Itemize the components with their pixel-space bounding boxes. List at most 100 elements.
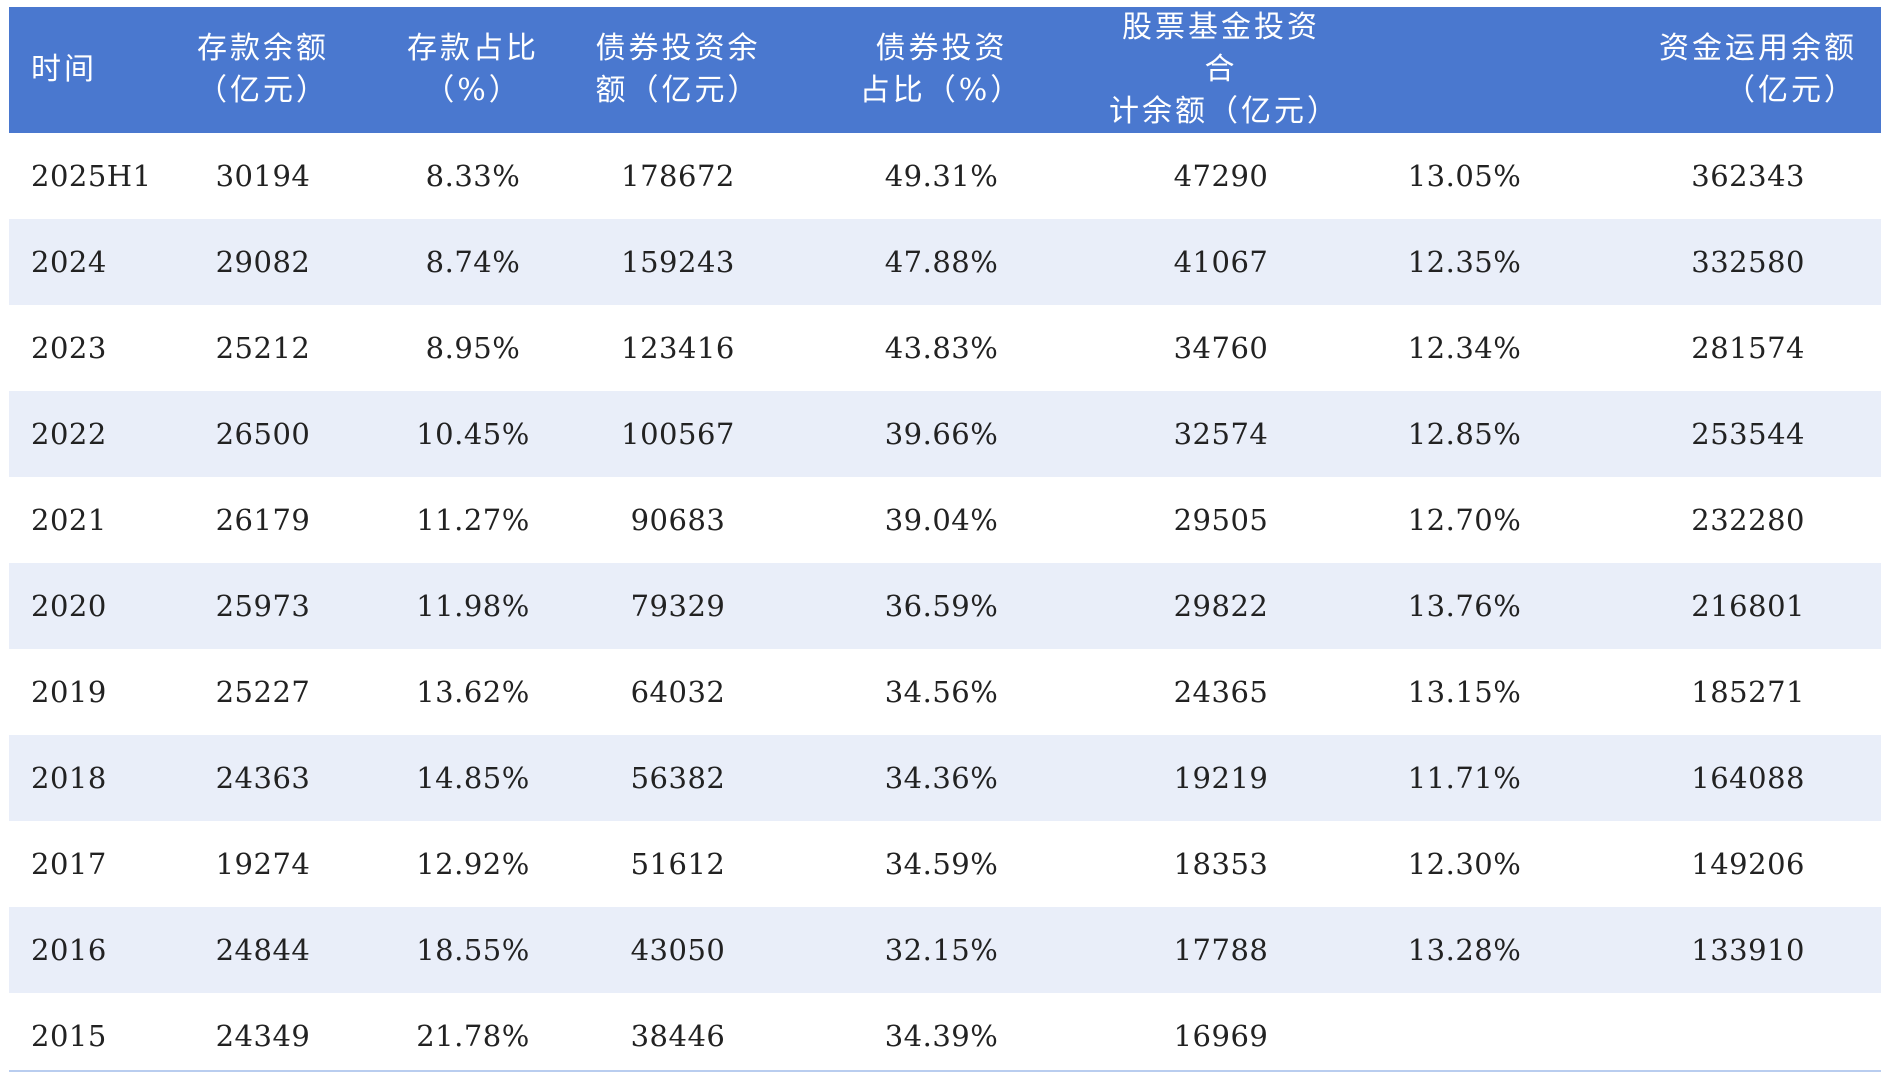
cell-time: 2023 [31,331,107,365]
table-header-row: 时间 存款余额 （亿元） 存款占比 （%） 债券投资余 额（亿元） 债券投资 占… [9,7,1881,133]
cell-bond-ratio: 34.36% [884,761,999,795]
cell-deposit-balance: 24363 [215,761,311,795]
table-row: 2016 24844 18.55% 43050 32.15% 17788 13.28% 133… [9,907,1881,993]
cell-bond-balance: 38446 [630,1019,726,1053]
header-bond-ratio: 债券投资 占比（%） [859,31,1024,108]
cell-bond-balance: 100567 [621,417,735,451]
cell-deposit-ratio: 13.62% [416,675,530,709]
cell-deposit-ratio: 14.85% [416,761,530,795]
cell-bond-ratio: 49.31% [884,159,999,193]
cell-total-fund-use: 332580 [1691,245,1805,279]
cell-time: 2020 [31,589,107,623]
cell-bond-ratio: 34.59% [884,847,999,881]
cell-stock-fund-balance: 24365 [1173,675,1269,709]
cell-stock-fund-ratio: 12.85% [1407,417,1522,451]
cell-stock-fund-balance: 16969 [1173,1019,1269,1053]
table-row: 2017 19274 12.92% 51612 34.59% 18353 12.30% 149… [9,821,1881,907]
header-bond-balance: 债券投资余 额（亿元） [595,31,761,108]
cell-total-fund-use: 149206 [1691,847,1805,881]
cell-stock-fund-balance: 41067 [1173,245,1269,279]
table-row: 2018 24363 14.85% 56382 34.36% 19219 11.71% 164… [9,735,1881,821]
cell-bond-ratio: 34.39% [884,1019,999,1053]
data-table-container: 时间 存款余额 （亿元） 存款占比 （%） 债券投资余 额（亿元） 债券投资 占… [9,7,1881,1079]
cell-deposit-ratio: 12.92% [416,847,530,881]
cell-deposit-ratio: 8.33% [425,159,521,193]
cell-stock-fund-balance: 17788 [1173,933,1269,967]
cell-deposit-balance: 19274 [215,847,311,881]
cell-bond-ratio: 34.56% [884,675,999,709]
cell-deposit-ratio: 18.55% [416,933,530,967]
cell-deposit-balance: 26179 [215,503,311,537]
cell-bond-ratio: 39.04% [884,503,999,537]
cell-time: 2025H1 [31,159,152,193]
table-row: 2020 25973 11.98% 79329 36.59% 29822 13.76% 216… [9,563,1881,649]
cell-stock-fund-ratio: 11.71% [1407,761,1522,795]
cell-deposit-balance: 26500 [215,417,311,451]
table-row: 2015 24349 21.78% 38446 34.39% 16969 [9,993,1881,1079]
header-total-fund-use: 资金运用余额 （亿元） [1659,31,1857,108]
cell-stock-fund-balance: 29505 [1173,503,1269,537]
cell-bond-balance: 159243 [621,245,735,279]
cell-bond-balance: 64032 [630,675,726,709]
cell-stock-fund-ratio: 13.15% [1407,675,1522,709]
cell-stock-fund-balance: 18353 [1173,847,1269,881]
cell-deposit-ratio: 11.98% [416,589,530,623]
cell-bond-ratio: 47.88% [884,245,999,279]
cell-deposit-balance: 30194 [215,159,311,193]
cell-deposit-balance: 25227 [215,675,311,709]
cell-stock-fund-balance: 47290 [1173,159,1269,193]
cell-deposit-balance: 24349 [215,1019,311,1053]
cell-bond-balance: 56382 [630,761,726,795]
cell-total-fund-use: 164088 [1691,761,1805,795]
cell-stock-fund-balance: 19219 [1173,761,1269,795]
cell-time: 2021 [31,503,107,537]
cell-stock-fund-ratio: 12.30% [1407,847,1522,881]
cell-bond-balance: 178672 [621,159,735,193]
cell-total-fund-use: 216801 [1691,589,1805,623]
cell-total-fund-use: 253544 [1691,417,1805,451]
table-row: 2021 26179 11.27% 90683 39.04% 29505 12.70% 232… [9,477,1881,563]
cell-total-fund-use: 232280 [1691,503,1805,537]
header-deposit-ratio: 存款占比 （%） [407,31,539,108]
table-body: 2025H1 30194 8.33% 178672 49.31% 47290 13.05% 3… [9,133,1881,1079]
cell-bond-ratio: 39.66% [884,417,999,451]
header-stock-fund-balance: 股票基金投资合 计余额（亿元） [1109,10,1340,129]
cell-stock-fund-ratio: 13.05% [1407,159,1522,193]
cell-deposit-balance: 24844 [215,933,311,967]
cell-total-fund-use: 362343 [1691,159,1805,193]
header-stock-fund-ratio [1337,7,1592,133]
cell-stock-fund-ratio: 12.34% [1407,331,1522,365]
cell-time: 2018 [31,761,107,795]
cell-time: 2022 [31,417,107,451]
cell-time: 2019 [31,675,107,709]
cell-stock-fund-ratio [1337,993,1592,1079]
header-deposit-balance: 存款余额 （亿元） [197,31,329,108]
insurance-fund-allocation-table: 时间 存款余额 （亿元） 存款占比 （%） 债券投资余 额（亿元） 债券投资 占… [9,7,1881,1079]
cell-bond-ratio: 32.15% [884,933,999,967]
cell-bond-ratio: 36.59% [884,589,999,623]
cell-deposit-balance: 25973 [215,589,311,623]
cell-stock-fund-balance: 29822 [1173,589,1269,623]
cell-bond-balance: 43050 [630,933,726,967]
header-time: 时间 [31,52,97,87]
cell-time: 2024 [31,245,107,279]
cell-deposit-ratio: 21.78% [416,1019,530,1053]
table-row: 2019 25227 13.62% 64032 34.56% 24365 13.15% 185… [9,649,1881,735]
cell-total-fund-use [1592,993,1881,1079]
cell-deposit-balance: 25212 [215,331,311,365]
table-bottom-border [9,1070,1881,1072]
cell-bond-balance: 79329 [630,589,726,623]
table-row: 2025H1 30194 8.33% 178672 49.31% 47290 13.05% 3… [9,133,1881,219]
cell-deposit-ratio: 8.95% [425,331,521,365]
cell-stock-fund-ratio: 12.35% [1407,245,1522,279]
cell-time: 2017 [31,847,107,881]
table-row: 2024 29082 8.74% 159243 47.88% 41067 12.35% 332… [9,219,1881,305]
cell-bond-ratio: 43.83% [884,331,999,365]
cell-total-fund-use: 281574 [1691,331,1805,365]
cell-bond-balance: 90683 [630,503,726,537]
cell-bond-balance: 51612 [630,847,726,881]
cell-deposit-ratio: 10.45% [416,417,530,451]
cell-total-fund-use: 133910 [1691,933,1805,967]
cell-deposit-balance: 29082 [215,245,311,279]
cell-stock-fund-ratio: 12.70% [1407,503,1522,537]
